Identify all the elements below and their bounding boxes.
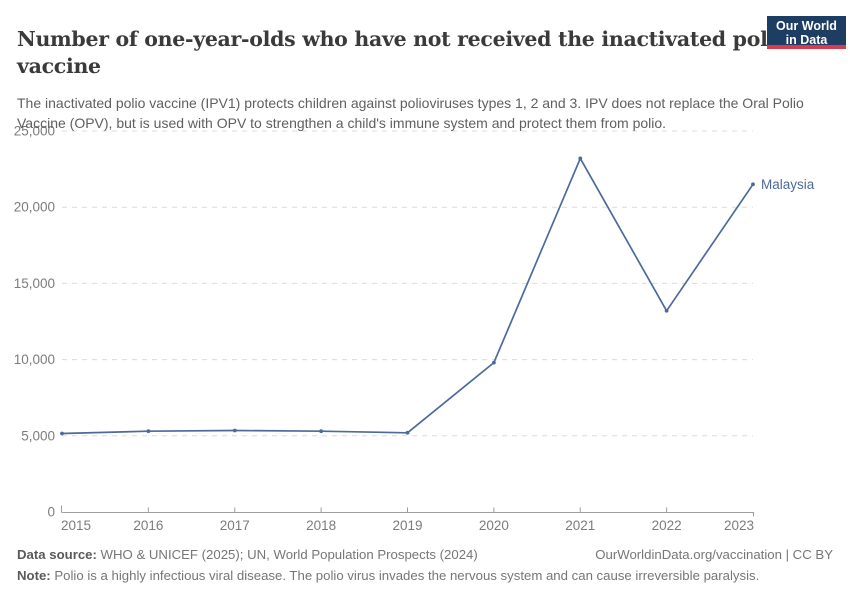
data-point[interactable] (492, 360, 496, 365)
y-axis-tick-label: 15,000 (14, 276, 55, 291)
x-axis-tick-label: 2019 (392, 518, 422, 533)
y-axis-tick-label: 0 (47, 505, 55, 520)
series-label-malaysia[interactable]: Malaysia (761, 177, 815, 192)
x-axis-tick-label: 2023 (724, 518, 754, 533)
y-axis-tick-label: 25,000 (14, 124, 55, 139)
x-axis-tick-label: 2022 (652, 518, 682, 533)
data-point[interactable] (751, 182, 755, 187)
note-text: Polio is a highly infectious viral disea… (50, 568, 760, 583)
x-axis-tick-label: 2021 (565, 518, 595, 533)
owid-logo[interactable]: Our World in Data (767, 16, 846, 49)
y-axis-tick-label: 5,000 (21, 428, 55, 443)
data-source-label: Data source: (17, 547, 97, 562)
data-source-text: WHO & UNICEF (2025); UN, World Populatio… (96, 547, 478, 562)
note-line: Note: Polio is a highly infectious viral… (17, 568, 759, 583)
x-axis-tick-label: 2018 (306, 518, 336, 533)
x-axis-tick-label: 2020 (479, 518, 509, 533)
y-axis-tick-label: 10,000 (14, 352, 55, 367)
data-point[interactable] (319, 429, 323, 434)
data-source-line: Data source: WHO & UNICEF (2025); UN, Wo… (17, 547, 478, 562)
x-axis-tick-label: 2016 (133, 518, 163, 533)
x-axis-tick-label: 2015 (61, 518, 91, 533)
page-title: Number of one-year-olds who have not rec… (17, 26, 789, 78)
data-point[interactable] (232, 428, 237, 433)
x-axis-tick-label: 2017 (220, 518, 250, 533)
data-point[interactable] (664, 308, 669, 313)
owid-logo-line1: Our World (776, 19, 837, 33)
y-axis-tick-label: 20,000 (14, 200, 55, 215)
rights-link[interactable]: OurWorldinData.org/vaccination | CC BY (595, 547, 833, 562)
chart-subtitle: The inactivated polio vaccine (IPV1) pro… (17, 95, 804, 131)
note-label: Note: (17, 568, 51, 583)
owid-logo-line2: in Data (785, 33, 828, 47)
owid-logo-accent-bar (767, 45, 846, 49)
data-point[interactable] (578, 156, 583, 161)
data-point[interactable] (60, 431, 64, 436)
series-line-malaysia[interactable] (61, 157, 754, 435)
data-point[interactable] (146, 429, 151, 434)
data-point[interactable] (405, 430, 410, 435)
